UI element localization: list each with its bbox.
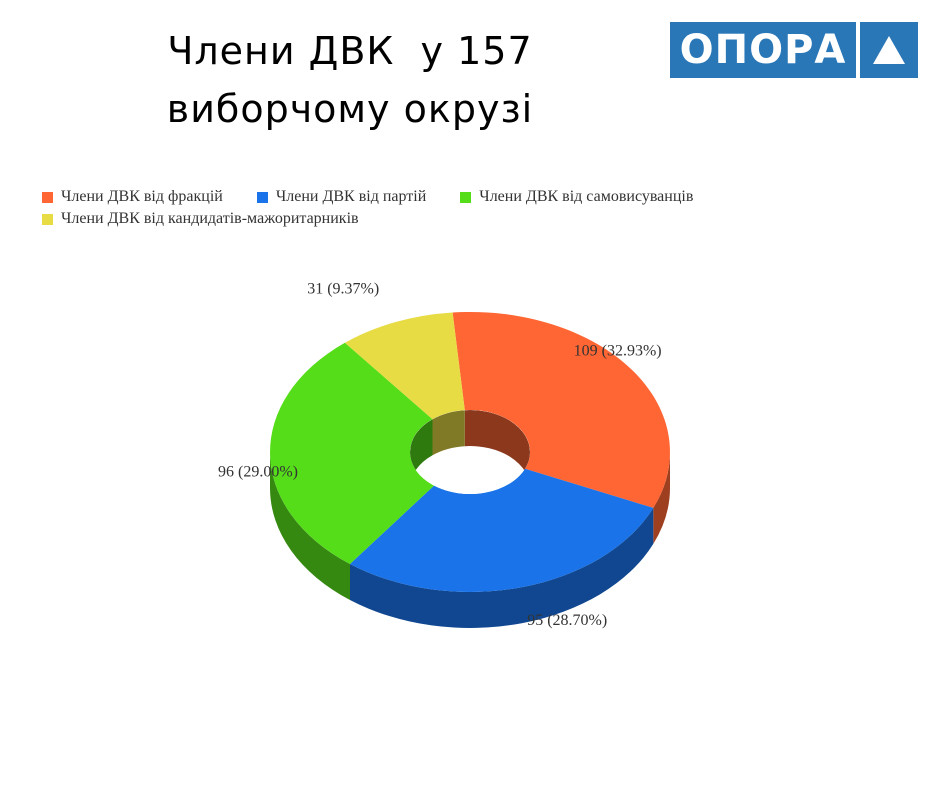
chart-legend: Члени ДВК від фракцій Члени ДВК від парт… xyxy=(42,186,902,230)
legend-item-factions: Члени ДВК від фракцій xyxy=(42,188,223,206)
legend-swatch-parties xyxy=(256,191,268,203)
legend-swatch-self-nominated xyxy=(460,191,472,203)
legend-row-2: Члени ДВК від кандидатів-мажоритарників xyxy=(42,208,902,230)
title-line-2: виборчому окрузі xyxy=(166,87,534,131)
logo-triangle-icon xyxy=(860,22,918,78)
side-parties xyxy=(350,507,654,628)
slice-self-nominated xyxy=(270,342,434,564)
slice-majoritarian xyxy=(344,312,465,420)
donut-top xyxy=(270,311,670,592)
opora-logo: ОПОРА xyxy=(670,22,918,78)
legend-label-factions: Члени ДВК від фракцій xyxy=(61,188,223,205)
donut-outer-sides xyxy=(270,452,670,628)
data-label-parties: 95 (28.70%) xyxy=(527,612,607,629)
inner-wall-majoritarian xyxy=(432,410,465,456)
legend-item-parties: Члени ДВК від партій xyxy=(256,188,427,206)
slice-factions xyxy=(452,311,670,508)
data-labels: 109 (32.93%) 95 (28.70%) 96 (29.00%) 31 (9.… xyxy=(218,281,662,630)
legend-label-majoritarian: Члени ДВК від кандидатів-мажоритарників xyxy=(61,210,359,227)
legend-row-1: Члени ДВК від фракцій Члени ДВК від парт… xyxy=(42,186,902,208)
chart-title: Члени ДВК у 157 виборчому окрузі xyxy=(140,22,560,138)
data-label-self-nominated: 96 (29.00%) xyxy=(218,463,298,480)
side-self-nominated xyxy=(270,452,350,600)
data-label-factions: 109 (32.93%) xyxy=(574,343,662,360)
legend-label-parties: Члени ДВК від партій xyxy=(275,188,427,205)
donut-hole xyxy=(410,410,530,494)
slice-parties xyxy=(350,468,654,592)
legend-label-self-nominated: Члени ДВК від самовисуванців xyxy=(479,188,694,205)
legend-swatch-majoritarian xyxy=(42,213,53,225)
legend-item-self-nominated: Члени ДВК від самовисуванців xyxy=(460,188,693,206)
side-factions xyxy=(653,452,670,544)
title-line-1: Члени ДВК у 157 xyxy=(167,29,533,73)
legend-item-majoritarian: Члени ДВК від кандидатів-мажоритарників xyxy=(42,210,359,228)
legend-swatch-factions xyxy=(42,191,53,203)
inner-wall-factions xyxy=(464,410,530,488)
inner-wall-self-nominated xyxy=(410,419,433,488)
logo-text: ОПОРА xyxy=(670,22,856,78)
data-label-majoritarian: 31 (9.37%) xyxy=(307,281,379,298)
